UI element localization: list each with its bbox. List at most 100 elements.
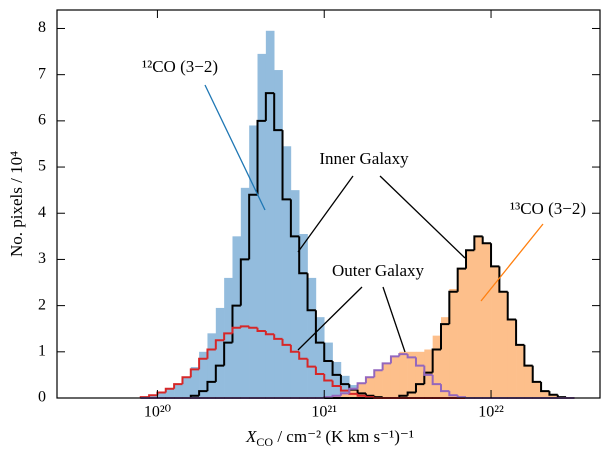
annotation-line (382, 286, 406, 353)
histogram-bar (307, 277, 317, 398)
histogram-bar (374, 370, 383, 398)
plot-frame (56, 9, 601, 399)
histogram-step (515, 319, 525, 346)
histogram-step (148, 394, 158, 398)
series-label: Inner Galaxy (319, 149, 409, 168)
histogram-step (523, 344, 533, 367)
series-label: ¹²CO (3−2) (142, 57, 218, 76)
histogram-step (339, 385, 350, 392)
annotation-line (204, 84, 266, 211)
histogram-step (289, 344, 300, 353)
y-tick-label: 8 (38, 19, 46, 36)
x-tick-label: 10²¹ (311, 404, 337, 421)
histogram-step (440, 323, 450, 350)
histogram-step (298, 351, 308, 360)
histogram-bar (240, 187, 250, 398)
histogram-step (264, 331, 275, 336)
histogram-step (465, 249, 475, 269)
histogram-bar (449, 288, 458, 398)
histogram-step (214, 364, 225, 382)
histogram-step (323, 373, 333, 382)
histogram-bar (224, 277, 233, 398)
histogram-step (481, 236, 492, 245)
histogram-step (306, 273, 316, 312)
y-axis-label: No. pixels / 10⁴ (7, 151, 26, 257)
histogram-bar (457, 267, 467, 398)
y-tick-label: 7 (38, 65, 46, 82)
histogram-step (339, 374, 350, 386)
histogram-bar (290, 190, 300, 398)
histogram-bar (249, 125, 258, 398)
histogram-step (273, 334, 283, 340)
histogram-step (198, 357, 208, 370)
histogram-step (431, 374, 441, 386)
histogram-step (406, 354, 416, 359)
histogram-bar (165, 388, 175, 398)
histogram-bar (382, 363, 392, 398)
histogram-bar (466, 250, 475, 398)
histogram-bar (190, 367, 200, 398)
histogram-bar (340, 393, 350, 398)
histogram-step (364, 376, 375, 384)
histogram-bar (415, 351, 425, 398)
histogram-bar (332, 395, 342, 398)
histogram-step (364, 393, 375, 397)
histogram-step (398, 353, 408, 357)
series-label: Outer Galaxy (332, 261, 425, 280)
histogram-bar (524, 365, 534, 398)
axes: 10²⁰ 10²¹ 10²² 0 1 2 3 4 5 6 7 8 (38, 10, 600, 421)
annotation-line (297, 286, 363, 351)
histogram-step (231, 326, 241, 334)
histogram-step (356, 393, 366, 397)
histogram-step (348, 387, 358, 394)
histogram-step (406, 391, 416, 396)
histogram-step (223, 332, 233, 341)
histogram-bar (265, 30, 275, 399)
x-label-subscript: CO (256, 435, 273, 449)
histogram-bar (407, 351, 417, 398)
histogram-step (173, 383, 183, 389)
histogram-step (498, 266, 508, 293)
histogram-step (548, 391, 558, 396)
histogram-step (323, 342, 333, 363)
histogram-step (373, 369, 383, 378)
histogram-step (214, 339, 225, 350)
histogram-step (256, 327, 266, 333)
histogram-bar (357, 383, 367, 398)
histogram-step (264, 92, 275, 121)
histogram-bar (207, 333, 217, 398)
x-axis-label: XCO / cm⁻² (K km s⁻¹)⁻¹ (245, 427, 414, 449)
histogram-step (331, 394, 341, 398)
histogram-step (456, 395, 467, 399)
annotation-line (480, 223, 544, 302)
histogram-step (164, 387, 175, 393)
histogram-step (256, 119, 266, 195)
x-label-symbol: X (245, 427, 257, 446)
histogram-bar (365, 377, 375, 398)
y-tick-label: 1 (38, 342, 46, 359)
histogram-step (206, 380, 216, 392)
histogram-bar (499, 291, 509, 398)
histogram-bar (516, 344, 525, 398)
x-tick-label: 10²² (478, 404, 504, 421)
x-label-units: / cm⁻² (K km s⁻¹)⁻¹ (273, 427, 414, 446)
histogram-step (248, 193, 258, 260)
histogram-bar (174, 384, 183, 398)
histogram-step (281, 130, 291, 201)
y-tick-label: 0 (38, 389, 46, 406)
histogram-bar (340, 375, 350, 398)
histogram-bar (541, 391, 550, 398)
histogram-step (506, 291, 517, 321)
histogram-step (206, 348, 216, 359)
histogram-bar (399, 351, 408, 398)
histogram-bar (491, 266, 500, 398)
histogram-step (248, 326, 258, 329)
histogram-step (181, 376, 191, 385)
y-tick-label: 5 (38, 158, 46, 175)
histogram-bar (324, 342, 333, 398)
histogram-bar (257, 53, 267, 398)
histogram-step (456, 267, 467, 292)
histogram-bar (282, 146, 292, 398)
x-tick-label: 10²⁰ (144, 404, 171, 421)
y-tick-label: 4 (38, 204, 46, 221)
